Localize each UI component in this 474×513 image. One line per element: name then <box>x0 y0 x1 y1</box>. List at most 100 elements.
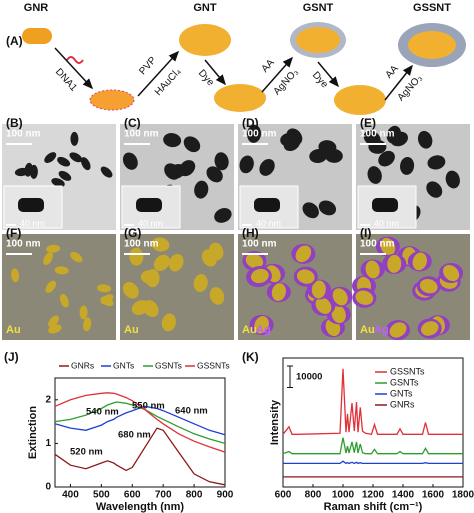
particle <box>400 156 415 175</box>
particle <box>315 297 332 314</box>
particle <box>311 280 326 299</box>
particle <box>367 166 382 184</box>
panel-label: (B) <box>6 116 23 130</box>
dna-nanorod <box>89 89 135 111</box>
stage-label: GSSNT <box>413 2 451 14</box>
panel-label: (J) <box>4 350 19 364</box>
panel-label: (E) <box>360 116 376 130</box>
gsnt-dye <box>334 85 386 115</box>
legend-label: GNRs <box>71 360 94 370</box>
particle <box>161 313 176 332</box>
dna-icon <box>66 56 84 64</box>
legend-label: GNTs <box>390 388 413 398</box>
inset-particle <box>372 198 398 212</box>
particle <box>183 136 201 153</box>
panel-label: (F) <box>6 226 21 240</box>
particle <box>97 284 112 293</box>
panel-label: (D) <box>242 116 259 130</box>
micrograph: Au Ag 100 nm(I) <box>352 226 470 340</box>
particle <box>70 131 79 146</box>
particle <box>194 180 209 199</box>
arrow <box>317 61 339 88</box>
x-tick-label: 500 <box>93 490 110 501</box>
micrograph: Au 100 nm(G) <box>120 226 234 340</box>
step-label: AgNO₃ <box>272 67 301 98</box>
panel-label: (G) <box>124 226 141 240</box>
particle <box>239 155 254 174</box>
particle <box>250 268 269 284</box>
particle <box>129 247 144 266</box>
particle <box>79 305 88 320</box>
particle <box>445 170 460 189</box>
particle <box>69 152 83 163</box>
x-tick-label: 1800 <box>452 490 474 501</box>
series-line <box>282 437 463 455</box>
scale-label: 100 nm <box>124 129 159 140</box>
particle <box>214 208 232 223</box>
plot-frame <box>54 377 226 488</box>
y-axis-label: Extinction <box>27 406 39 459</box>
y-tick-label: 0 <box>45 482 51 493</box>
particle <box>389 322 407 338</box>
legend-label: GSNTs <box>155 360 182 370</box>
charts: (J) 400 500 600 700 800 900 0 1 2 Wavelength (nm) E… <box>4 350 474 513</box>
particle <box>318 200 337 216</box>
step-label: AA <box>384 63 401 81</box>
panel-label: (H) <box>242 226 259 240</box>
particle <box>58 170 72 181</box>
scale-label: 100 nm <box>6 129 41 140</box>
particle <box>54 266 69 275</box>
x-tick-label: 1400 <box>392 490 415 501</box>
particle <box>245 253 264 269</box>
particle <box>70 251 83 263</box>
x-tick-label: 1600 <box>422 490 445 501</box>
inset-scale: 40 nm <box>138 218 163 228</box>
particle <box>209 242 224 261</box>
particle <box>378 150 395 167</box>
element-label: Au <box>6 324 21 336</box>
x-tick-label: 600 <box>124 490 141 501</box>
schematic: (A) GNR GNT GSNT GSSNT DNA1 PVP HAuCl₄ D… <box>6 2 466 115</box>
scale-label: 100 nm <box>242 239 277 250</box>
series-line <box>283 460 463 465</box>
particle <box>365 260 380 279</box>
particle <box>140 270 159 285</box>
particle <box>59 293 69 308</box>
inset-scale: 40 nm <box>20 218 45 228</box>
particle <box>163 133 182 148</box>
particle <box>318 140 337 155</box>
panel-label: (K) <box>242 350 259 364</box>
particle <box>427 155 446 170</box>
particle <box>295 245 312 263</box>
scale-label: 100 nm <box>360 129 395 140</box>
arrow <box>204 59 226 86</box>
particle <box>380 237 396 256</box>
scale-bar-label: 10000 <box>296 371 322 382</box>
particle <box>254 316 269 334</box>
series-line <box>54 401 226 445</box>
micrograph: 40 nm 100 nm(C) <box>120 116 234 230</box>
arrow <box>384 64 413 101</box>
x-tick-label: 800 <box>305 490 322 501</box>
particle <box>48 315 59 328</box>
step-label: HAuCl₄ <box>153 66 183 98</box>
gnt <box>179 24 231 56</box>
inset-particle <box>136 198 162 212</box>
particle <box>193 274 208 293</box>
micrograph: 40 nm 100 nm(D) <box>238 116 352 230</box>
element-label: Ag <box>256 324 271 336</box>
particle <box>122 282 139 299</box>
particle <box>100 296 114 307</box>
panel-label: (I) <box>360 226 371 240</box>
particle <box>168 253 184 272</box>
particle <box>122 152 138 170</box>
arrow <box>261 56 293 93</box>
gsnt-core <box>296 27 340 53</box>
particle <box>11 268 20 283</box>
particle <box>214 152 229 171</box>
nanorod <box>22 28 52 44</box>
particle <box>209 287 225 305</box>
particle <box>24 162 33 177</box>
gnt-dye <box>214 84 266 112</box>
